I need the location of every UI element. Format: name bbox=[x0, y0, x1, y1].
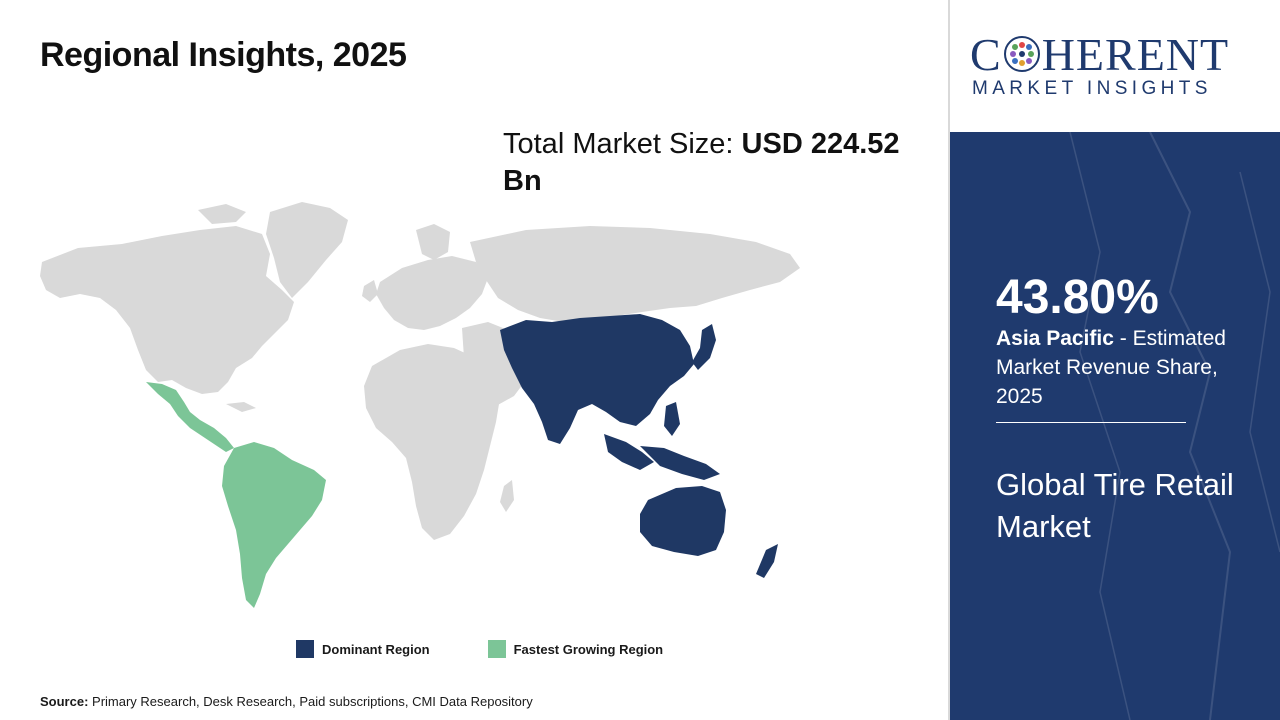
share-description: Asia Pacific - Estimated Market Revenue … bbox=[996, 324, 1256, 411]
map-mexico-central-america bbox=[146, 382, 234, 452]
map-asia-pacific bbox=[500, 314, 694, 444]
map-north-america bbox=[40, 226, 294, 394]
map-scandinavia bbox=[416, 224, 450, 260]
map-southeast-asia-islands bbox=[604, 434, 654, 470]
map-arctic-islands bbox=[198, 204, 246, 224]
source-note: Source: Primary Research, Desk Research,… bbox=[40, 694, 533, 709]
share-value: 43.80% bbox=[996, 271, 1159, 324]
logo-letter-c: C bbox=[970, 29, 1002, 80]
map-legend: Dominant Region Fastest Growing Region bbox=[296, 640, 663, 658]
total-market-size: Total Market Size: USD 224.52 Bn bbox=[503, 126, 933, 200]
map-madagascar bbox=[500, 480, 514, 512]
market-name: Global Tire Retail Market bbox=[996, 467, 1234, 544]
map-indonesia bbox=[640, 446, 720, 480]
map-russia bbox=[470, 226, 800, 322]
page-title: Regional Insights, 2025 bbox=[40, 36, 407, 74]
legend-swatch-fastest bbox=[487, 640, 506, 658]
legend-label-dominant: Dominant Region bbox=[322, 641, 430, 657]
logo-subtitle: MARKET INSIGHTS bbox=[972, 78, 1212, 99]
logo-globe-icon bbox=[1003, 36, 1040, 72]
logo-wordmark: C HERENT bbox=[970, 28, 1229, 81]
legend-item-fastest: Fastest Growing Region bbox=[487, 640, 664, 658]
map-africa bbox=[364, 344, 500, 540]
logo: C HERENT MARKET INSIGHTS bbox=[950, 0, 1280, 132]
map-japan bbox=[692, 324, 716, 370]
highlight-box: 43.80% Asia Pacific - Estimated Market R… bbox=[950, 132, 1280, 720]
map-panel: Regional Insights, 2025 Total Market Siz… bbox=[40, 36, 933, 709]
legend-item-dominant: Dominant Region bbox=[296, 640, 430, 658]
map-uk bbox=[362, 280, 378, 302]
map-europe bbox=[376, 256, 488, 330]
logo-letters-herent: HERENT bbox=[1041, 29, 1230, 80]
source-label: Source: bbox=[40, 694, 89, 709]
background-texture bbox=[1069, 132, 1280, 720]
share-region: Asia Pacific bbox=[996, 327, 1114, 350]
panel-divider bbox=[948, 0, 950, 720]
market-size-value: USD 224.52 Bn bbox=[503, 128, 900, 197]
map-south-america bbox=[222, 442, 326, 608]
source-text: Primary Research, Desk Research, Paid su… bbox=[88, 694, 533, 709]
legend-swatch-dominant bbox=[296, 640, 314, 658]
map-philippines bbox=[664, 402, 680, 436]
legend-label-fastest: Fastest Growing Region bbox=[513, 641, 664, 657]
map-greenland bbox=[266, 202, 348, 298]
market-size-label: Total Market Size: bbox=[503, 128, 742, 160]
map-caribbean bbox=[226, 402, 256, 412]
world-map bbox=[40, 202, 800, 608]
highlight-divider bbox=[996, 422, 1186, 423]
summary-panel: C HERENT MARKET INSIGHTS 43.80% Asia Pac… bbox=[950, 0, 1280, 720]
map-new-zealand bbox=[756, 544, 778, 578]
map-australia bbox=[640, 486, 726, 556]
share-caption: - Estimated Market Revenue Share, 2025 bbox=[996, 327, 1226, 408]
